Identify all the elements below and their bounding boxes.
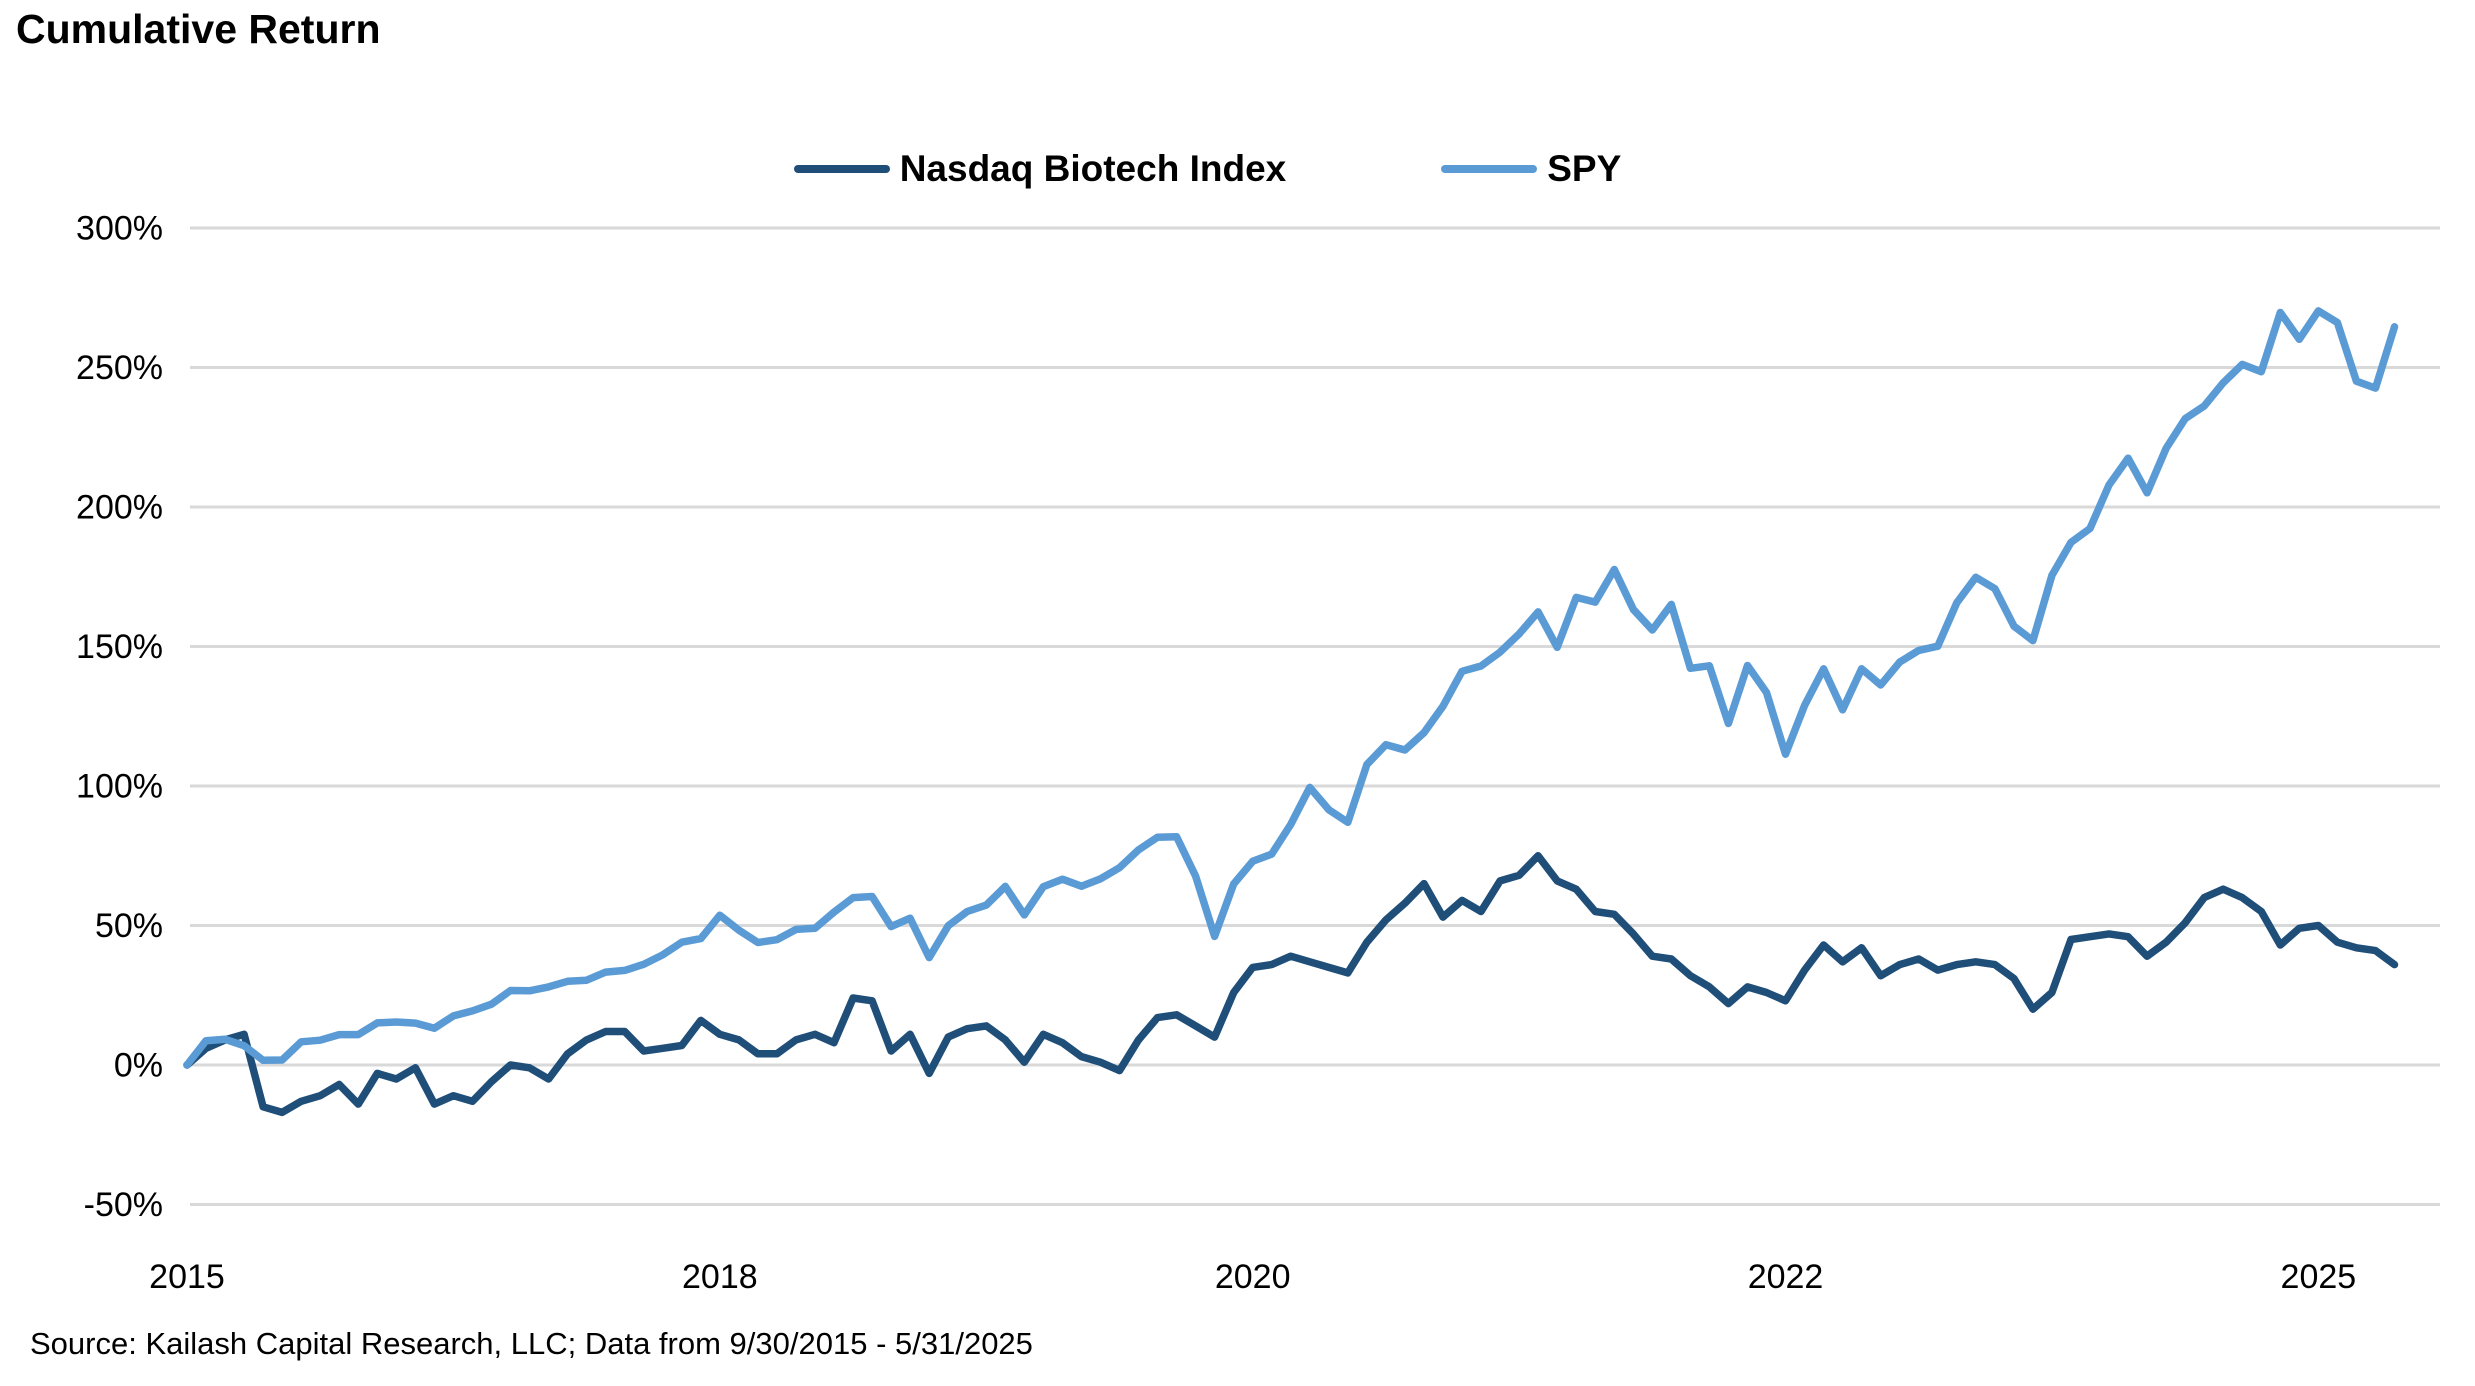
- x-axis-tick-label: 2018: [682, 1258, 758, 1296]
- y-axis-tick-label: 250%: [76, 349, 163, 387]
- series-line-nasdaq-biotech-index: [183, 852, 2399, 1117]
- series-line-spy: [183, 307, 2399, 1069]
- y-axis-tick-label: 100%: [76, 768, 163, 806]
- legend-label: Nasdaq Biotech Index: [899, 148, 1287, 189]
- legend-line-swatch: [793, 165, 890, 173]
- x-axis-tick-label: 2020: [1215, 1258, 1291, 1296]
- y-axis-tick-label: -50%: [84, 1186, 163, 1224]
- source-note: Source: Kailash Capital Research, LLC; D…: [30, 1326, 1033, 1361]
- legend-item-nasdaq-biotech-index: Nasdaq Biotech Index: [793, 148, 1287, 190]
- legend-line-swatch: [1441, 165, 1538, 173]
- x-axis-tick-label: 2025: [2281, 1258, 2357, 1296]
- legend: Nasdaq Biotech Index SPY: [0, 148, 2415, 190]
- x-axis-tick-label: 2015: [149, 1258, 225, 1296]
- legend-label: SPY: [1547, 148, 1622, 189]
- y-axis-tick-label: 300%: [76, 210, 163, 248]
- y-axis-tick-label: 150%: [76, 628, 163, 666]
- y-axis-tick-label: 200%: [76, 489, 163, 527]
- chart-title: Cumulative Return: [16, 6, 381, 52]
- y-axis-tick-label: 50%: [95, 907, 163, 945]
- y-axis-tick-label: 0%: [114, 1047, 163, 1085]
- legend-item-spy: SPY: [1441, 148, 1621, 190]
- x-axis-tick-label: 2022: [1748, 1258, 1824, 1296]
